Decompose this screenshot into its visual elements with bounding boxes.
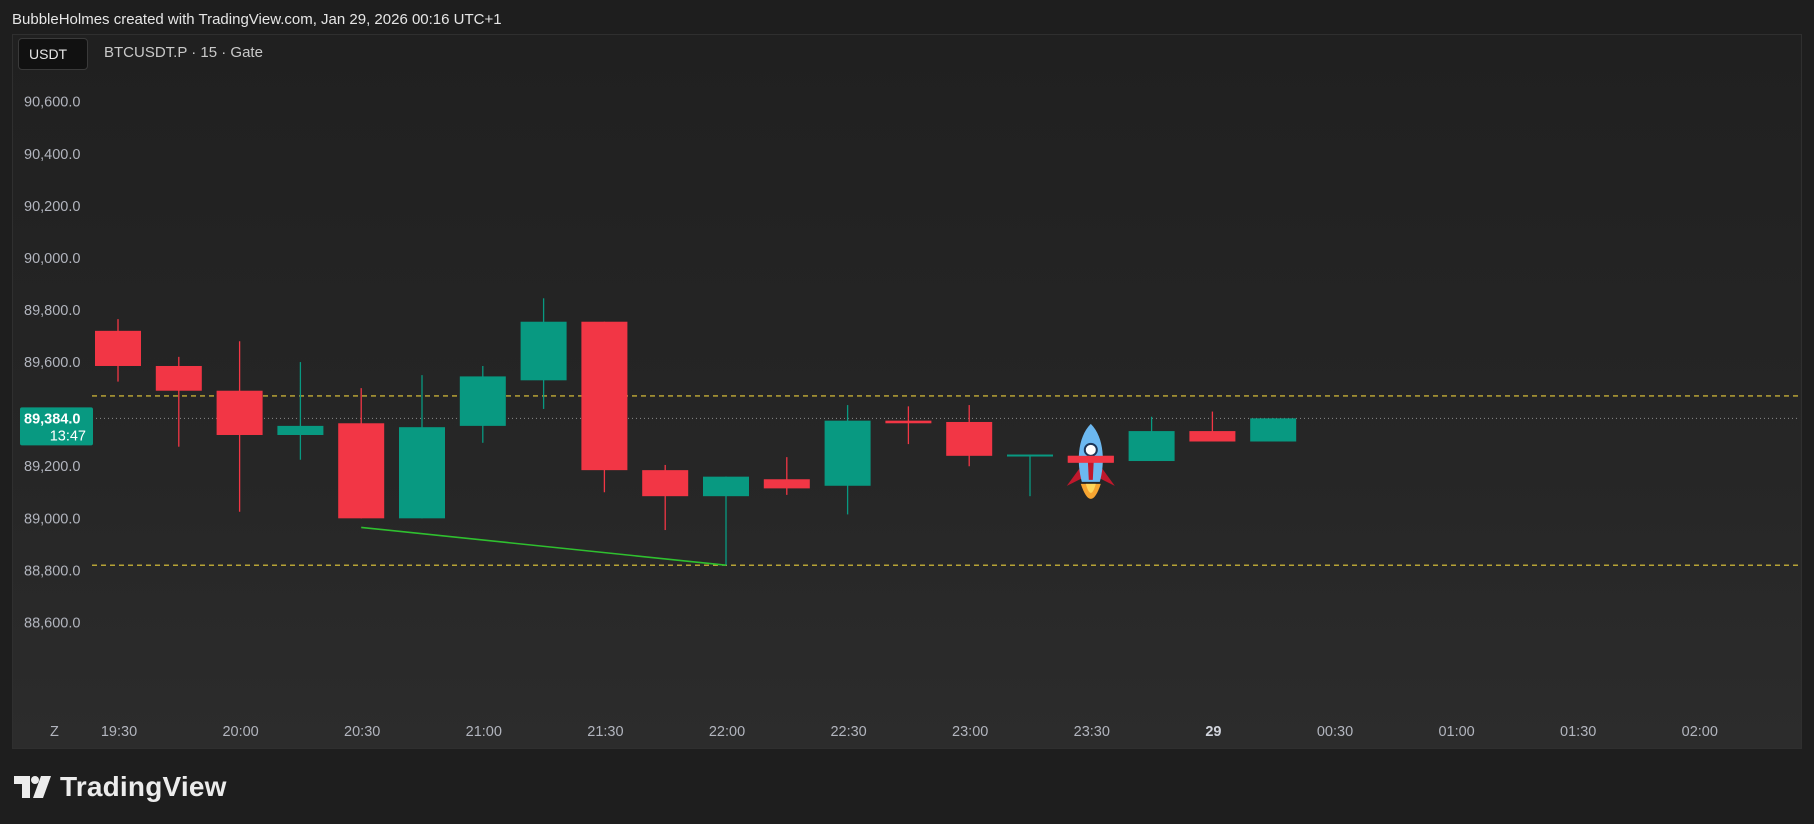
- candle: [277, 362, 324, 460]
- candle: [581, 321, 628, 493]
- currency-selector[interactable]: USDT: [18, 38, 88, 70]
- candle: [95, 319, 141, 382]
- footer-brand[interactable]: TradingView: [14, 770, 227, 804]
- candle-body: [581, 321, 628, 471]
- price-tick-label: 88,800.0: [24, 563, 80, 579]
- candle-body: [642, 470, 689, 497]
- candle-body: [763, 479, 810, 489]
- current-price-label: 89,384.0: [24, 411, 80, 427]
- price-tick-label: 89,800.0: [24, 303, 80, 319]
- time-tick-label: 22:30: [830, 724, 866, 740]
- candle-body: [885, 420, 932, 424]
- candle: [459, 365, 506, 443]
- rocket-fin-left: [1066, 463, 1083, 486]
- drawings-layer: [361, 423, 1115, 566]
- candle: [1128, 416, 1175, 462]
- candle-body-overlay: [1067, 455, 1114, 463]
- candle-body: [399, 427, 445, 519]
- price-tick-label: 89,200.0: [24, 459, 80, 475]
- candle-body: [95, 330, 141, 366]
- candle-body: [277, 425, 324, 435]
- time-tick-label: 21:30: [587, 724, 623, 740]
- candle: [885, 406, 932, 445]
- candle-body: [459, 376, 506, 426]
- time-tick-label: 23:30: [1074, 724, 1110, 740]
- candle-body: [1250, 418, 1297, 442]
- candle: [1007, 454, 1053, 497]
- time-tick-label: 20:00: [222, 724, 258, 740]
- time-tick-label: 01:30: [1560, 724, 1596, 740]
- candle: [216, 341, 263, 512]
- time-tick-label: 21:00: [466, 724, 502, 740]
- candle: [703, 476, 749, 566]
- price-tick-label: 89,000.0: [24, 511, 80, 527]
- candle: [155, 356, 202, 447]
- candle-body: [338, 423, 385, 519]
- footer-brand-label: TradingView: [60, 771, 227, 802]
- candle-body: [216, 390, 263, 435]
- price-tick-label: 88,600.0: [24, 615, 80, 631]
- time-axis-corner-label: Z: [50, 724, 59, 740]
- price-tick-label: 90,000.0: [24, 251, 80, 267]
- time-tick-label: 23:00: [952, 724, 988, 740]
- candle: [763, 457, 810, 495]
- countdown-label: 13:47: [50, 428, 86, 444]
- candle: [824, 405, 871, 515]
- rocket-stripe: [1087, 459, 1094, 480]
- time-tick-label: 00:30: [1317, 724, 1353, 740]
- rocket-fin-right: [1098, 463, 1115, 486]
- chart-canvas[interactable]: 90,800.090,600.090,400.090,200.090,000.0…: [0, 0, 1814, 760]
- candles-layer: [95, 298, 1297, 566]
- rocket-flame-inner: [1085, 483, 1096, 493]
- current-price-badge: 89,384.013:47: [20, 407, 93, 446]
- price-tick-label: 90,400.0: [24, 147, 80, 163]
- candle-body: [824, 420, 871, 486]
- time-tick-label: 22:00: [709, 724, 745, 740]
- candle: [338, 388, 385, 519]
- candle-body: [703, 476, 749, 497]
- levels-layer: [92, 395, 1800, 566]
- candle: [1250, 418, 1297, 442]
- tradingview-logo-icon: [14, 776, 51, 798]
- chart-frame: [12, 34, 1802, 749]
- symbol-legend[interactable]: BTCUSDT.P · 15 · Gate: [104, 44, 263, 61]
- time-tick-label: 20:30: [344, 724, 380, 740]
- price-badge-bg: [20, 407, 93, 446]
- candle: [946, 405, 993, 467]
- time-axis: Z 19:30 20:00 20:30 21:00 21:30 22:00 22:30 23:0…: [50, 724, 1718, 740]
- candle: [1189, 411, 1236, 442]
- candle-body: [1189, 431, 1236, 442]
- time-tick-label: 19:30: [101, 724, 137, 740]
- attribution-text: BubbleHolmes created with TradingView.co…: [12, 11, 502, 28]
- candle-body: [1128, 431, 1175, 462]
- candle: [520, 298, 567, 409]
- candle-body: [520, 321, 567, 381]
- price-tick-label: 89,600.0: [24, 355, 80, 371]
- rocket-window: [1083, 442, 1098, 457]
- candle: [399, 375, 445, 519]
- time-tick-label: 01:00: [1438, 724, 1474, 740]
- candle: [642, 464, 689, 531]
- time-tick-label: 02:00: [1682, 724, 1718, 740]
- price-axis: 90,800.090,600.090,400.090,200.090,000.0…: [24, 43, 80, 632]
- candle-body: [946, 421, 993, 456]
- rocket-icon: [1066, 423, 1115, 499]
- time-tick-label: 29: [1205, 724, 1221, 740]
- trendline: [361, 526, 727, 566]
- price-tick-label: 90,600.0: [24, 95, 80, 111]
- price-tick-label: 90,200.0: [24, 199, 80, 215]
- candle-body: [1007, 454, 1053, 457]
- candle-body: [155, 365, 202, 391]
